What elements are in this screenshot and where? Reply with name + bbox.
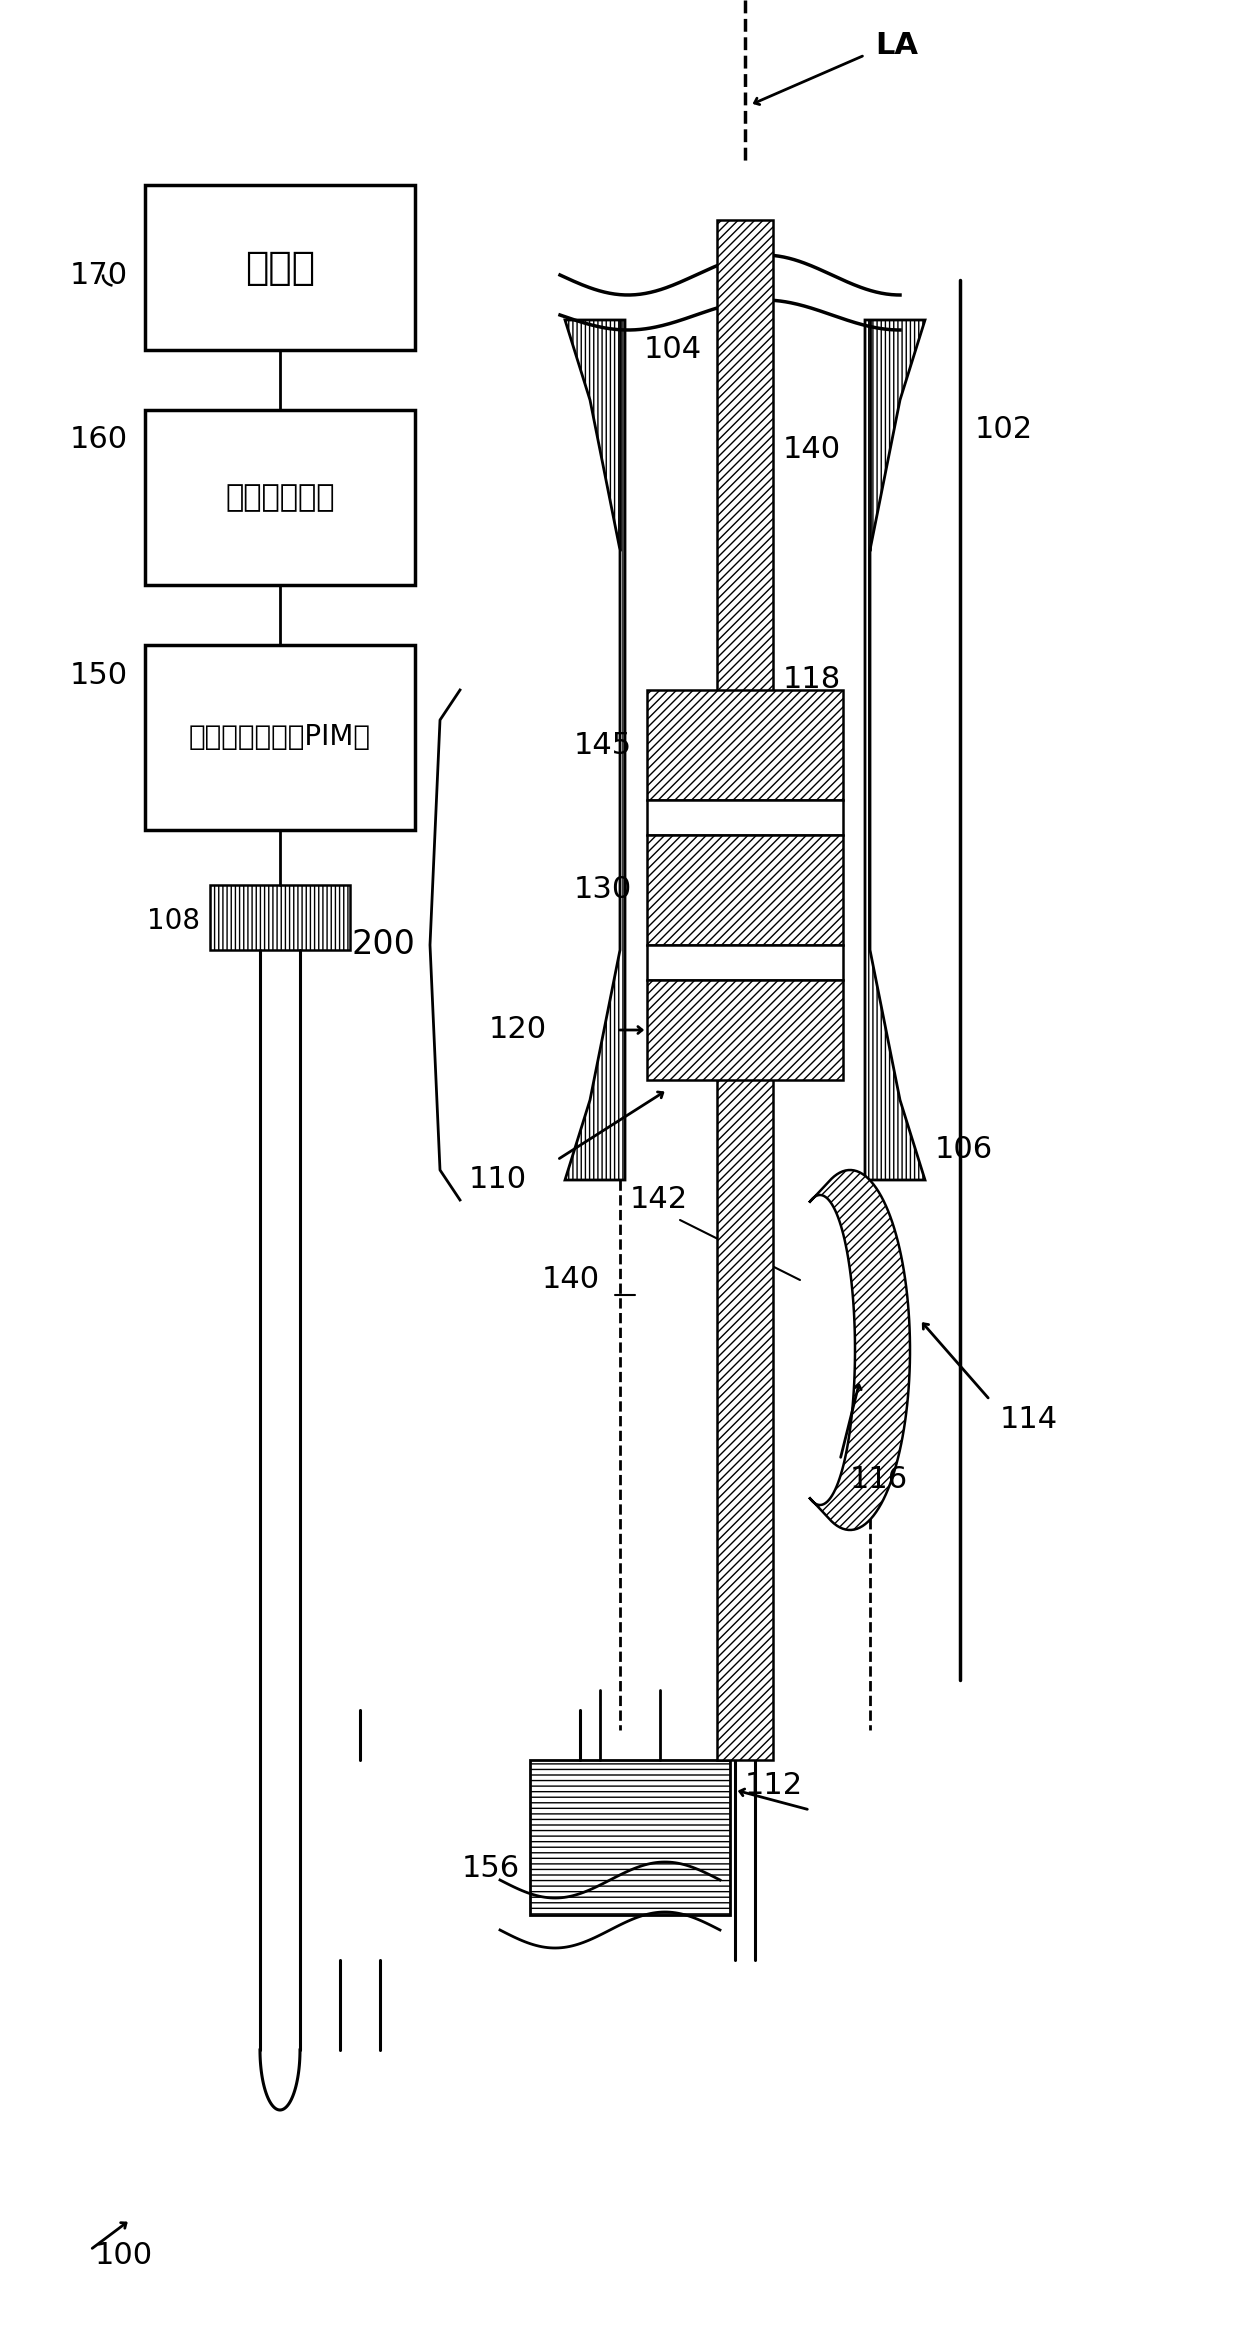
Text: 118: 118 [782, 665, 841, 693]
Bar [145, 411, 415, 586]
Text: 120: 120 [489, 1016, 547, 1044]
Text: 160: 160 [69, 425, 128, 455]
Text: 100: 100 [95, 2242, 153, 2270]
Bar [145, 644, 415, 829]
Text: 110: 110 [469, 1165, 527, 1196]
Bar [647, 946, 843, 981]
Bar [145, 184, 415, 350]
Text: 112: 112 [745, 1770, 804, 1800]
Bar [647, 981, 843, 1081]
Text: 超声处理系统: 超声处理系统 [226, 483, 335, 511]
Text: 104: 104 [644, 336, 702, 364]
Text: 140: 140 [782, 437, 841, 465]
Bar [210, 885, 350, 950]
Text: 142: 142 [630, 1186, 688, 1214]
Polygon shape [565, 320, 625, 1179]
Text: 156: 156 [461, 1854, 520, 1882]
Bar [647, 836, 843, 946]
Text: 200: 200 [351, 929, 415, 962]
Text: 145: 145 [574, 731, 632, 759]
Bar [529, 1761, 730, 1915]
Text: 监测器: 监测器 [246, 248, 315, 287]
Text: 102: 102 [975, 416, 1033, 444]
Text: 170: 170 [69, 262, 128, 290]
Text: 130: 130 [574, 876, 632, 904]
Text: 150: 150 [69, 661, 128, 689]
Bar [647, 801, 843, 836]
Polygon shape [866, 320, 925, 1179]
Text: 患者接口模块（PIM）: 患者接口模块（PIM） [188, 724, 371, 752]
Text: 116: 116 [849, 1466, 908, 1494]
Text: 114: 114 [999, 1406, 1058, 1434]
Text: LA: LA [875, 30, 918, 58]
Bar [717, 219, 773, 1761]
Bar [647, 691, 843, 801]
Polygon shape [810, 1170, 910, 1529]
Text: 106: 106 [935, 1135, 993, 1165]
Text: 108: 108 [148, 906, 200, 934]
Text: 140: 140 [542, 1266, 600, 1294]
